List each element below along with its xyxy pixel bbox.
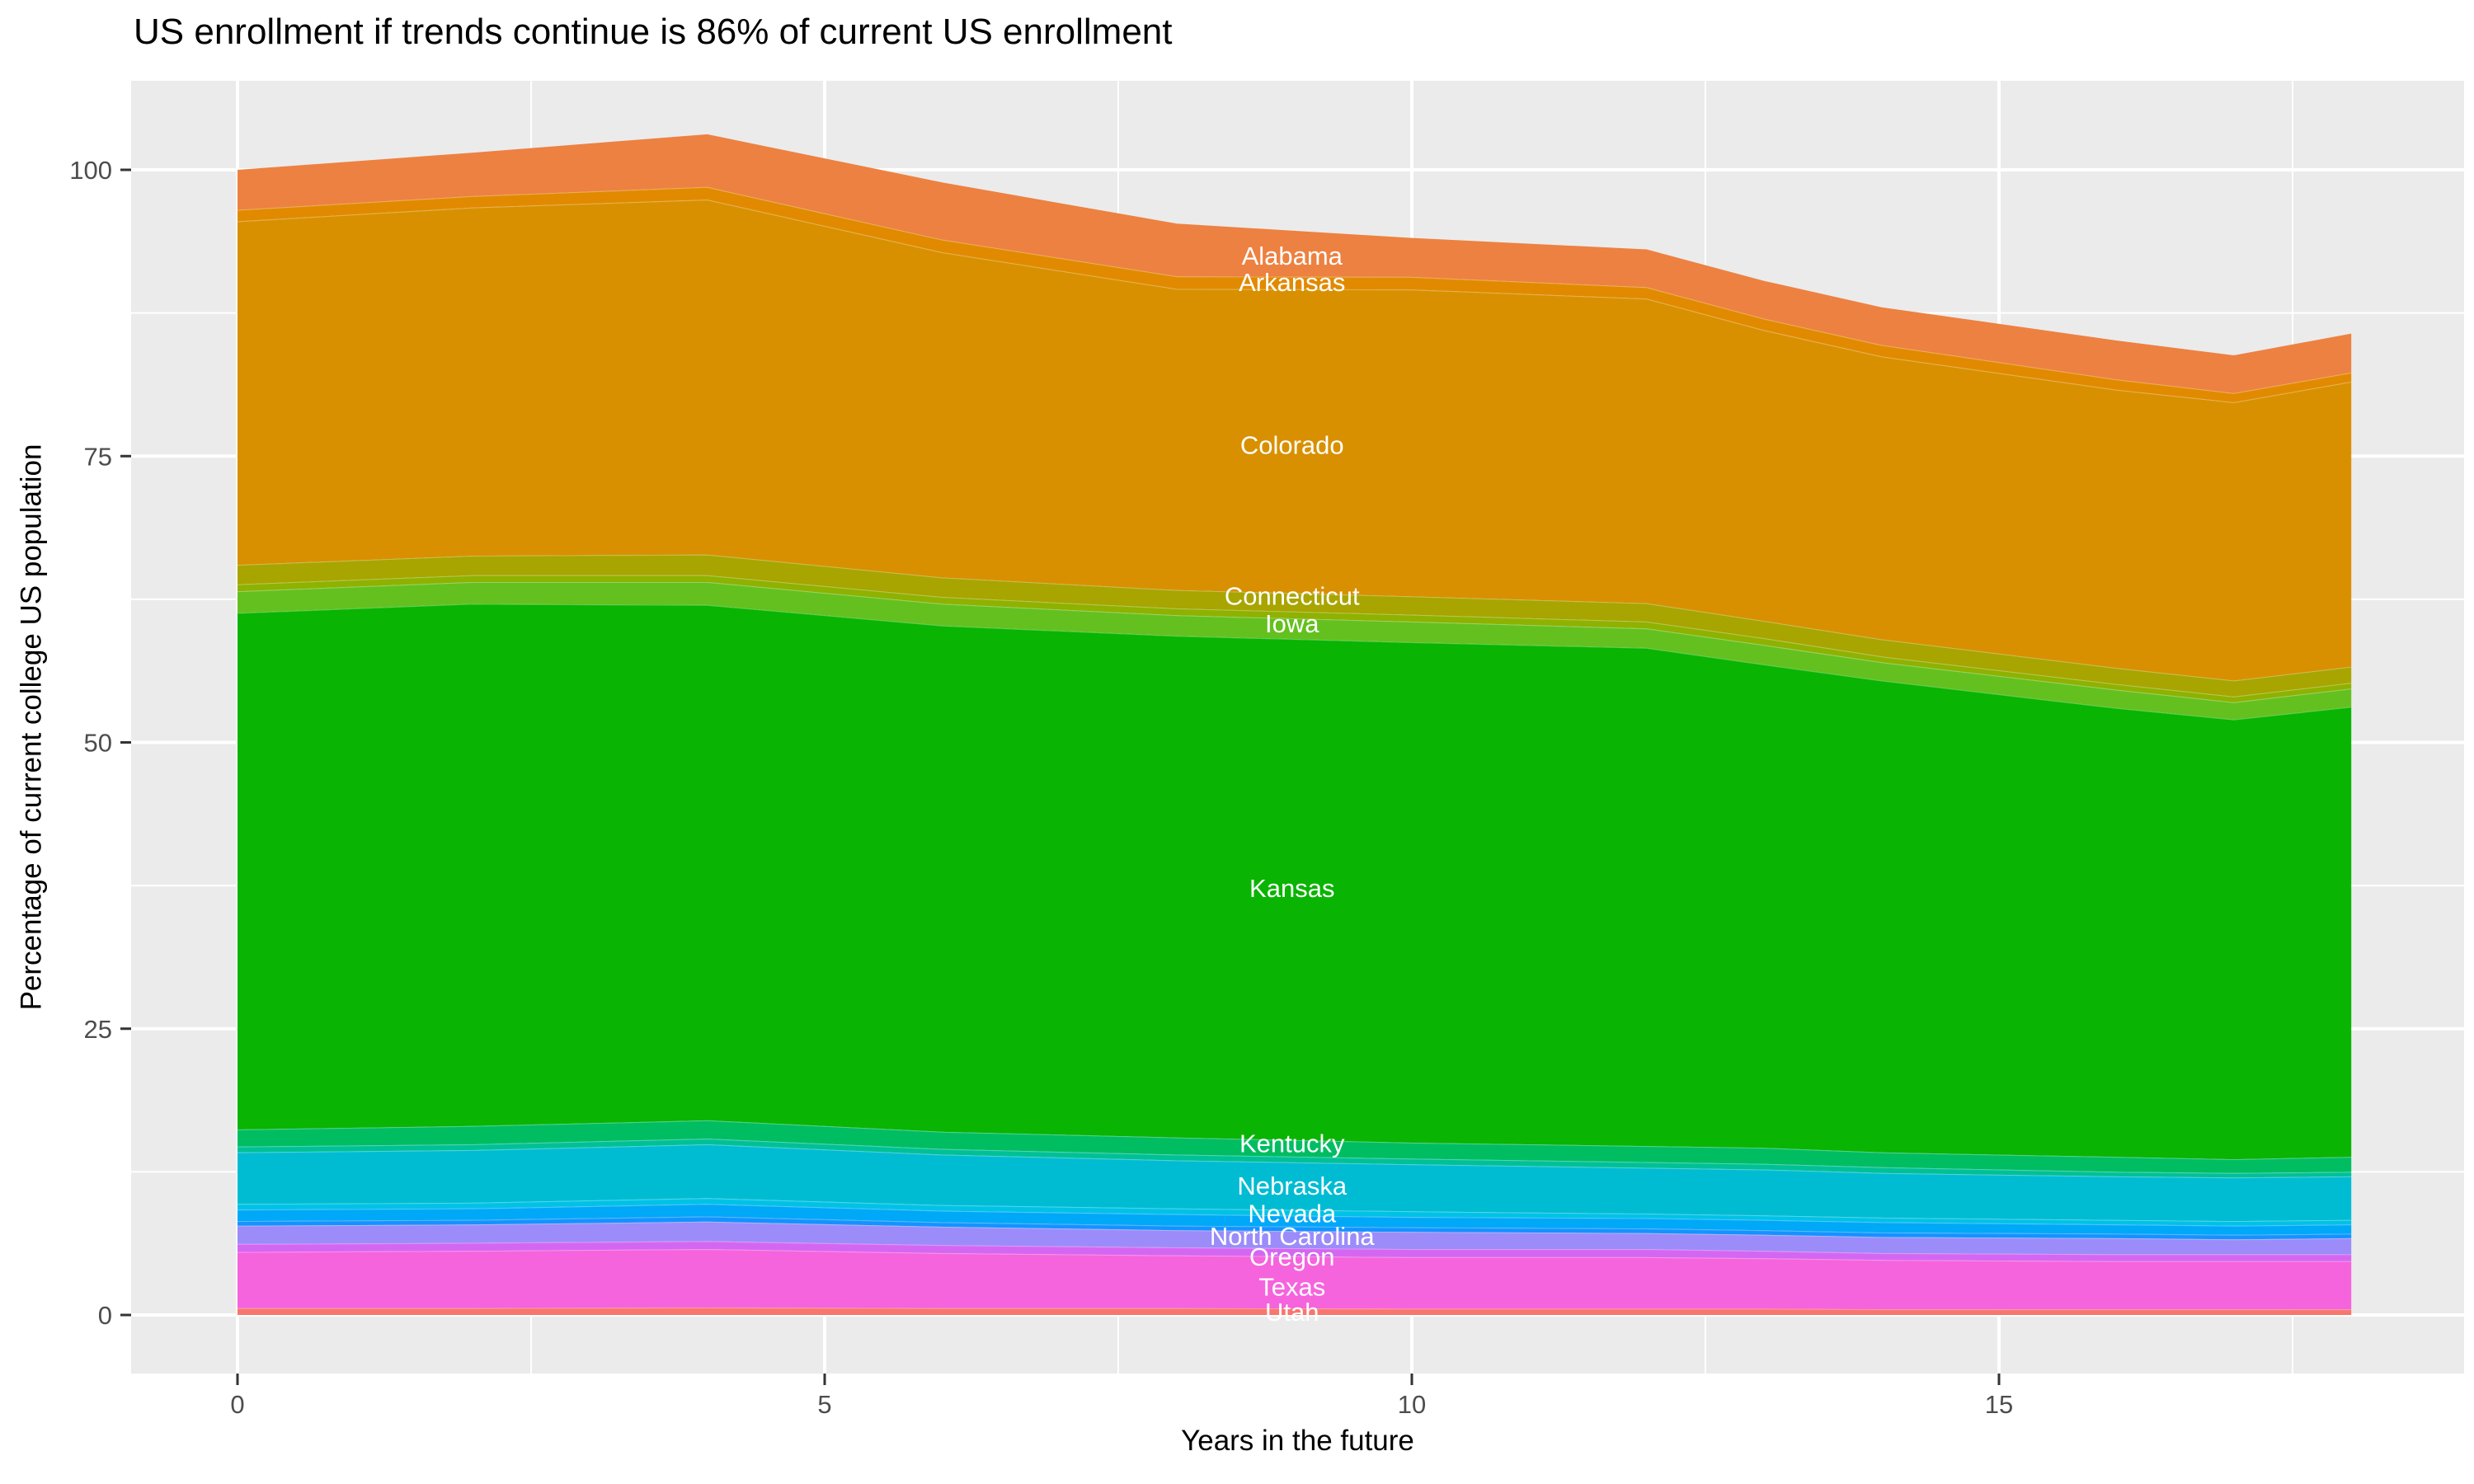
band-unlabeled <box>238 1216 2352 1240</box>
y-tick-label: 75 <box>84 442 112 471</box>
band-kansas <box>238 603 2352 1160</box>
state-label-colorado: Colorado <box>1240 430 1344 459</box>
state-label-iowa: Iowa <box>1265 609 1319 638</box>
chart-title: US enrollment if trends continue is 86% … <box>134 12 1173 52</box>
state-label-connecticut: Connecticut <box>1225 582 1360 611</box>
state-label-oregon: Oregon <box>1249 1242 1334 1271</box>
y-tick-label: 0 <box>98 1301 112 1330</box>
band-unlabeled <box>238 1139 2352 1178</box>
band-nevada <box>238 1204 2352 1235</box>
state-label-utah: Utah <box>1265 1298 1319 1327</box>
band-kentucky <box>238 1120 2352 1173</box>
x-axis-title: Years in the future <box>1181 1425 1414 1457</box>
state-label-texas: Texas <box>1258 1272 1325 1301</box>
band-texas <box>238 1249 2352 1310</box>
y-tick-label: 50 <box>84 729 112 758</box>
y-tick-label: 100 <box>69 156 112 185</box>
state-label-kansas: Kansas <box>1249 874 1334 903</box>
y-tick-label: 25 <box>84 1015 112 1044</box>
state-label-nevada: Nevada <box>1248 1199 1337 1228</box>
y-axis-title: Percentage of current college US populat… <box>13 81 49 1374</box>
band-utah <box>238 1308 2352 1315</box>
band-unlabeled <box>238 575 2352 702</box>
band-iowa <box>238 582 2352 720</box>
band-connecticut <box>238 554 2352 697</box>
state-label-north-carolina: North Carolina <box>1210 1222 1376 1251</box>
state-label-nebraska: Nebraska <box>1237 1172 1347 1200</box>
x-tick-label: 5 <box>817 1390 831 1419</box>
y-axis-title-text: Percentage of current college US populat… <box>15 444 48 1011</box>
x-tick-label: 15 <box>1985 1390 2013 1419</box>
band-kentucky-edge <box>237 1119 2352 1161</box>
x-tick-label: 0 <box>230 1390 244 1419</box>
band-nebraska <box>238 1144 2352 1222</box>
state-label-arkansas: Arkansas <box>1239 268 1345 297</box>
band-colorado <box>238 200 2352 681</box>
state-label-kentucky: Kentucky <box>1239 1129 1345 1158</box>
state-label-alabama: Alabama <box>1242 242 1343 270</box>
x-tick-label: 10 <box>1398 1390 1426 1419</box>
band-oregon <box>238 1241 2352 1261</box>
band-arkansas <box>238 186 2352 403</box>
band-north-carolina <box>238 1221 2352 1255</box>
band-unlabeled <box>238 1198 2352 1226</box>
band-alabama <box>238 134 2352 393</box>
